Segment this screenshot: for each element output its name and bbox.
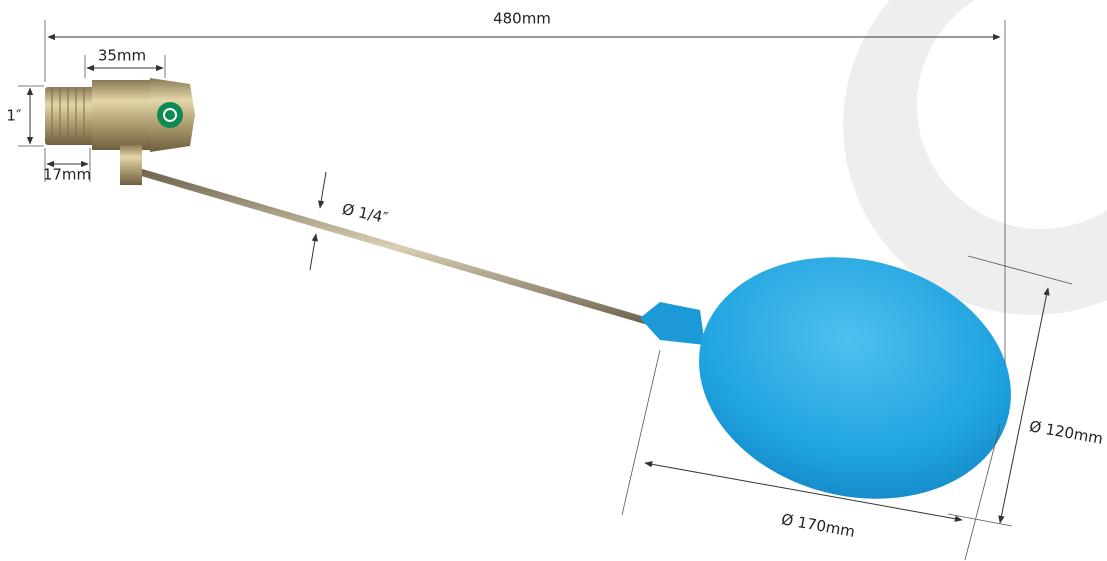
decor-ring xyxy=(843,0,1107,315)
overall-length-label: 480mm xyxy=(493,10,551,28)
float-ball xyxy=(640,257,1011,499)
thread-size-label: 1″ xyxy=(6,107,22,125)
body-length-label: 35mm xyxy=(98,47,146,65)
valve xyxy=(45,78,195,185)
ball-height-label: Ø 120mm xyxy=(1028,417,1104,448)
dimension-line xyxy=(309,233,318,271)
rod xyxy=(139,168,651,326)
dimension-line xyxy=(318,171,327,209)
thread-length-label: 17mm xyxy=(43,166,91,184)
ball-length-label: Ø 170mm xyxy=(780,510,856,541)
extension-line xyxy=(947,513,1013,527)
rod-diameter-label: Ø 1/4″ xyxy=(341,200,390,227)
extension-line xyxy=(621,349,661,516)
dimension-line xyxy=(644,461,963,522)
extension-line xyxy=(967,255,1073,285)
dimension-line xyxy=(998,287,1050,524)
extension-line xyxy=(964,424,1001,561)
